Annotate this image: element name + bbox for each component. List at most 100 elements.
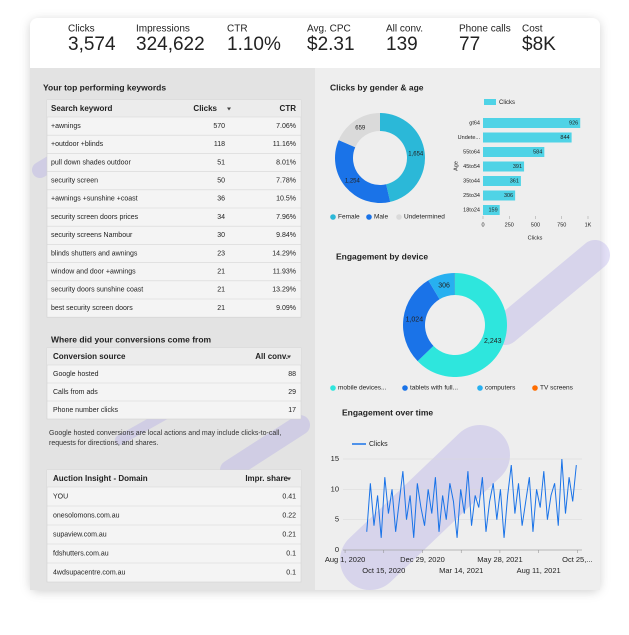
- chart-title: Clicks by gender & age: [330, 82, 424, 92]
- table-cell: 118: [214, 141, 225, 148]
- table-cell: 36: [217, 196, 225, 203]
- kpi-label: CTR: [227, 24, 248, 35]
- column-header: Auction Insight - Domain: [53, 474, 148, 483]
- legend-label: Clicks: [369, 441, 388, 448]
- table-cell: Phone number clicks: [53, 407, 118, 414]
- data-label: 1,654: [408, 151, 424, 157]
- table-cell: 9.09%: [276, 305, 296, 312]
- x-axis-label: Clicks: [528, 235, 543, 241]
- x-tick-label: 750: [557, 222, 566, 228]
- legend-swatch: [366, 214, 372, 220]
- x-tick-label: 500: [531, 222, 540, 228]
- chart-title: Engagement over time: [342, 407, 433, 417]
- table-cell: 570: [213, 123, 225, 130]
- data-label: 844: [560, 135, 569, 141]
- y-tick-label: 35to44: [463, 178, 480, 184]
- x-tick-label: Aug 11, 2021: [517, 566, 561, 575]
- table-cell: 21: [217, 305, 225, 312]
- section-title: Where did your conversions come from: [51, 334, 212, 344]
- table-cell: 30: [217, 232, 225, 239]
- y-tick-label: 15: [331, 454, 339, 463]
- x-tick-label: May 28, 2021: [477, 555, 522, 564]
- chart-title: Engagement by device: [336, 251, 428, 261]
- table-cell: security screens Nambour: [51, 232, 133, 239]
- column-header: Conversion source: [53, 352, 126, 361]
- table-cell: 10.5%: [276, 196, 296, 203]
- table-cell: 88: [288, 371, 296, 378]
- y-tick-label: 5: [335, 515, 339, 524]
- data-label: 159: [489, 207, 498, 213]
- y-tick-label: 10: [331, 484, 339, 493]
- table-cell: 0.22: [282, 512, 296, 519]
- legend-label: Female: [338, 214, 360, 221]
- kpi-label: Avg. CPC: [307, 24, 351, 35]
- table-cell: 50: [217, 178, 225, 185]
- bar: [483, 118, 580, 128]
- table-cell: Google hosted: [53, 371, 99, 378]
- conversion-note: Google hosted conversions are local acti…: [49, 429, 301, 449]
- table-cell: 34: [217, 214, 225, 221]
- table-cell: window and door +awnings: [50, 269, 136, 276]
- legend-label: TV screens: [540, 385, 574, 392]
- data-label: 306: [504, 193, 513, 199]
- data-label: 584: [533, 149, 542, 155]
- table-cell: 4wdsupacentre.com.au: [53, 569, 125, 576]
- kpi-label: Impressions: [136, 24, 190, 35]
- column-header: Search keyword: [51, 104, 112, 113]
- data-label: 2,243: [484, 338, 502, 345]
- table-cell: 51: [217, 159, 225, 166]
- kpi-value: $2.31: [307, 34, 355, 55]
- x-tick-label: 250: [505, 222, 514, 228]
- table-cell: 0.1: [286, 569, 296, 576]
- column-header: All conv.: [255, 352, 288, 361]
- bar: [483, 133, 572, 143]
- kpi-value: 3,574: [68, 34, 116, 55]
- legend-label: mobile devices...: [338, 385, 387, 392]
- table-cell: 23: [217, 250, 225, 257]
- x-tick-label: Aug 1, 2020: [325, 555, 365, 564]
- y-axis-label: Age: [453, 161, 459, 171]
- legend-label: Clicks: [499, 100, 515, 106]
- data-label: 659: [355, 125, 366, 131]
- kpi-label: All conv.: [386, 24, 423, 35]
- table-cell: 8.01%: [276, 159, 296, 166]
- section-title: Your top performing keywords: [43, 82, 166, 92]
- kpi-value: 139: [386, 34, 418, 55]
- data-label: 926: [569, 120, 578, 126]
- table-cell: 9.84%: [276, 232, 296, 239]
- kpi-value: 77: [459, 34, 480, 55]
- table-cell: blinds shutters and awnings: [51, 250, 138, 257]
- table-cell: onesolomons.com.au: [53, 512, 120, 519]
- legend-label: tablets with full...: [410, 385, 458, 392]
- table-cell: 7.06%: [276, 123, 296, 130]
- table-cell: supaview.com.au: [53, 531, 107, 538]
- table-cell: security doors sunshine coast: [51, 287, 143, 294]
- table-cell: Calls from ads: [53, 389, 98, 396]
- x-tick-label: Mar 14, 2021: [439, 566, 483, 575]
- legend-swatch: [330, 385, 336, 391]
- column-header: Clicks: [193, 104, 217, 113]
- table-cell: 0.41: [282, 493, 296, 500]
- legend-swatch: [402, 385, 408, 391]
- legend-swatch: [396, 214, 402, 220]
- y-tick-label: 45to54: [463, 164, 480, 170]
- kpi-label: Clicks: [68, 24, 95, 35]
- legend-swatch: [484, 99, 496, 105]
- table-cell: 13.29%: [272, 287, 296, 294]
- table-cell: security screen: [51, 178, 98, 185]
- table-cell: 29: [288, 389, 296, 396]
- kpi-value: 1.10%: [227, 34, 281, 55]
- data-label: 1,254: [345, 179, 361, 185]
- table-cell: YOU: [53, 493, 68, 500]
- table-cell: +awnings: [51, 123, 81, 130]
- x-tick-label: Oct 25,...: [562, 555, 592, 564]
- table-cell: 7.78%: [276, 178, 296, 185]
- y-tick-label: 0: [335, 545, 339, 554]
- x-tick-label: 0: [481, 222, 484, 228]
- kpi-label: Cost: [522, 24, 543, 35]
- x-tick-label: Oct 15, 2020: [362, 566, 405, 575]
- table-cell: 0.21: [282, 531, 296, 538]
- legend-swatch: [477, 385, 483, 391]
